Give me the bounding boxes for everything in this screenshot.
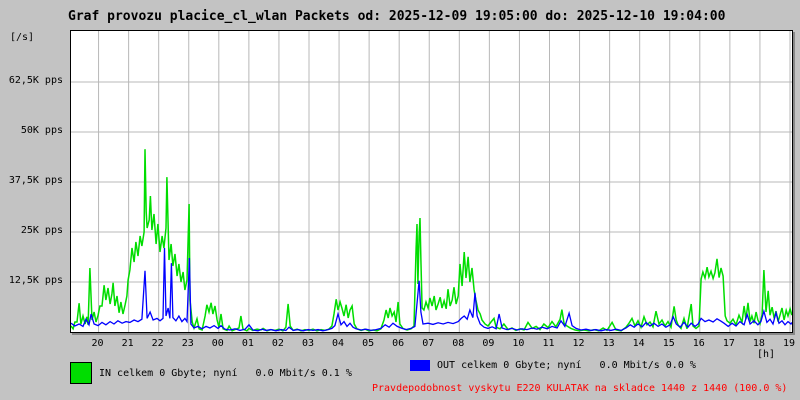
in-legend-swatch <box>70 362 92 384</box>
x-tick-label: 19 <box>782 338 795 349</box>
probability-note: Pravdepodobnost vyskytu E220 KULATAK na … <box>372 383 788 394</box>
x-tick-label: 00 <box>211 338 224 349</box>
in-legend-label: IN celkem 0 Gbyte; nyní 0.0 Mbit/s 0.1 % <box>99 368 352 379</box>
y-tick-label: 12,5K pps <box>8 275 63 286</box>
y-tick-label: 37,5K pps <box>8 175 63 186</box>
x-tick-label: 10 <box>512 338 525 349</box>
x-tick-label: 03 <box>301 338 314 349</box>
x-tick-label: 09 <box>482 338 495 349</box>
out-legend-label: OUT celkem 0 Gbyte; nyní 0.0 Mbit/s 0.0 … <box>437 360 696 371</box>
out-series-line <box>71 247 792 332</box>
x-tick-label: 08 <box>452 338 465 349</box>
x-tick-label: 13 <box>602 338 615 349</box>
y-tick-label: 62,5K pps <box>8 75 63 86</box>
x-tick-label: 04 <box>332 338 345 349</box>
out-legend-swatch <box>410 360 430 371</box>
x-tick-label: 05 <box>362 338 375 349</box>
traffic-plot-svg <box>71 31 792 332</box>
x-tick-label: 20 <box>91 338 104 349</box>
y-tick-label: 25K pps <box>20 225 63 236</box>
x-axis-unit-label: [h] <box>757 349 776 360</box>
y-axis-unit-label: [/s] <box>10 32 35 43</box>
x-tick-label: 21 <box>121 338 134 349</box>
x-tick-label: 17 <box>722 338 735 349</box>
x-tick-label: 07 <box>422 338 435 349</box>
plot-area <box>70 30 793 333</box>
x-tick-label: 12 <box>572 338 585 349</box>
x-tick-label: 01 <box>241 338 254 349</box>
in-series-line <box>71 149 792 332</box>
x-tick-label: 15 <box>662 338 675 349</box>
x-tick-label: 16 <box>692 338 705 349</box>
x-tick-label: 11 <box>542 338 555 349</box>
x-tick-label: 23 <box>181 338 194 349</box>
x-tick-label: 22 <box>151 338 164 349</box>
x-tick-label: 02 <box>271 338 284 349</box>
x-tick-label: 06 <box>392 338 405 349</box>
x-tick-label: 18 <box>752 338 765 349</box>
y-tick-label: 50K pps <box>20 125 63 136</box>
x-tick-label: 14 <box>632 338 645 349</box>
graph-title: Graf provozu placice_cl_wlan Packets od:… <box>68 9 726 24</box>
